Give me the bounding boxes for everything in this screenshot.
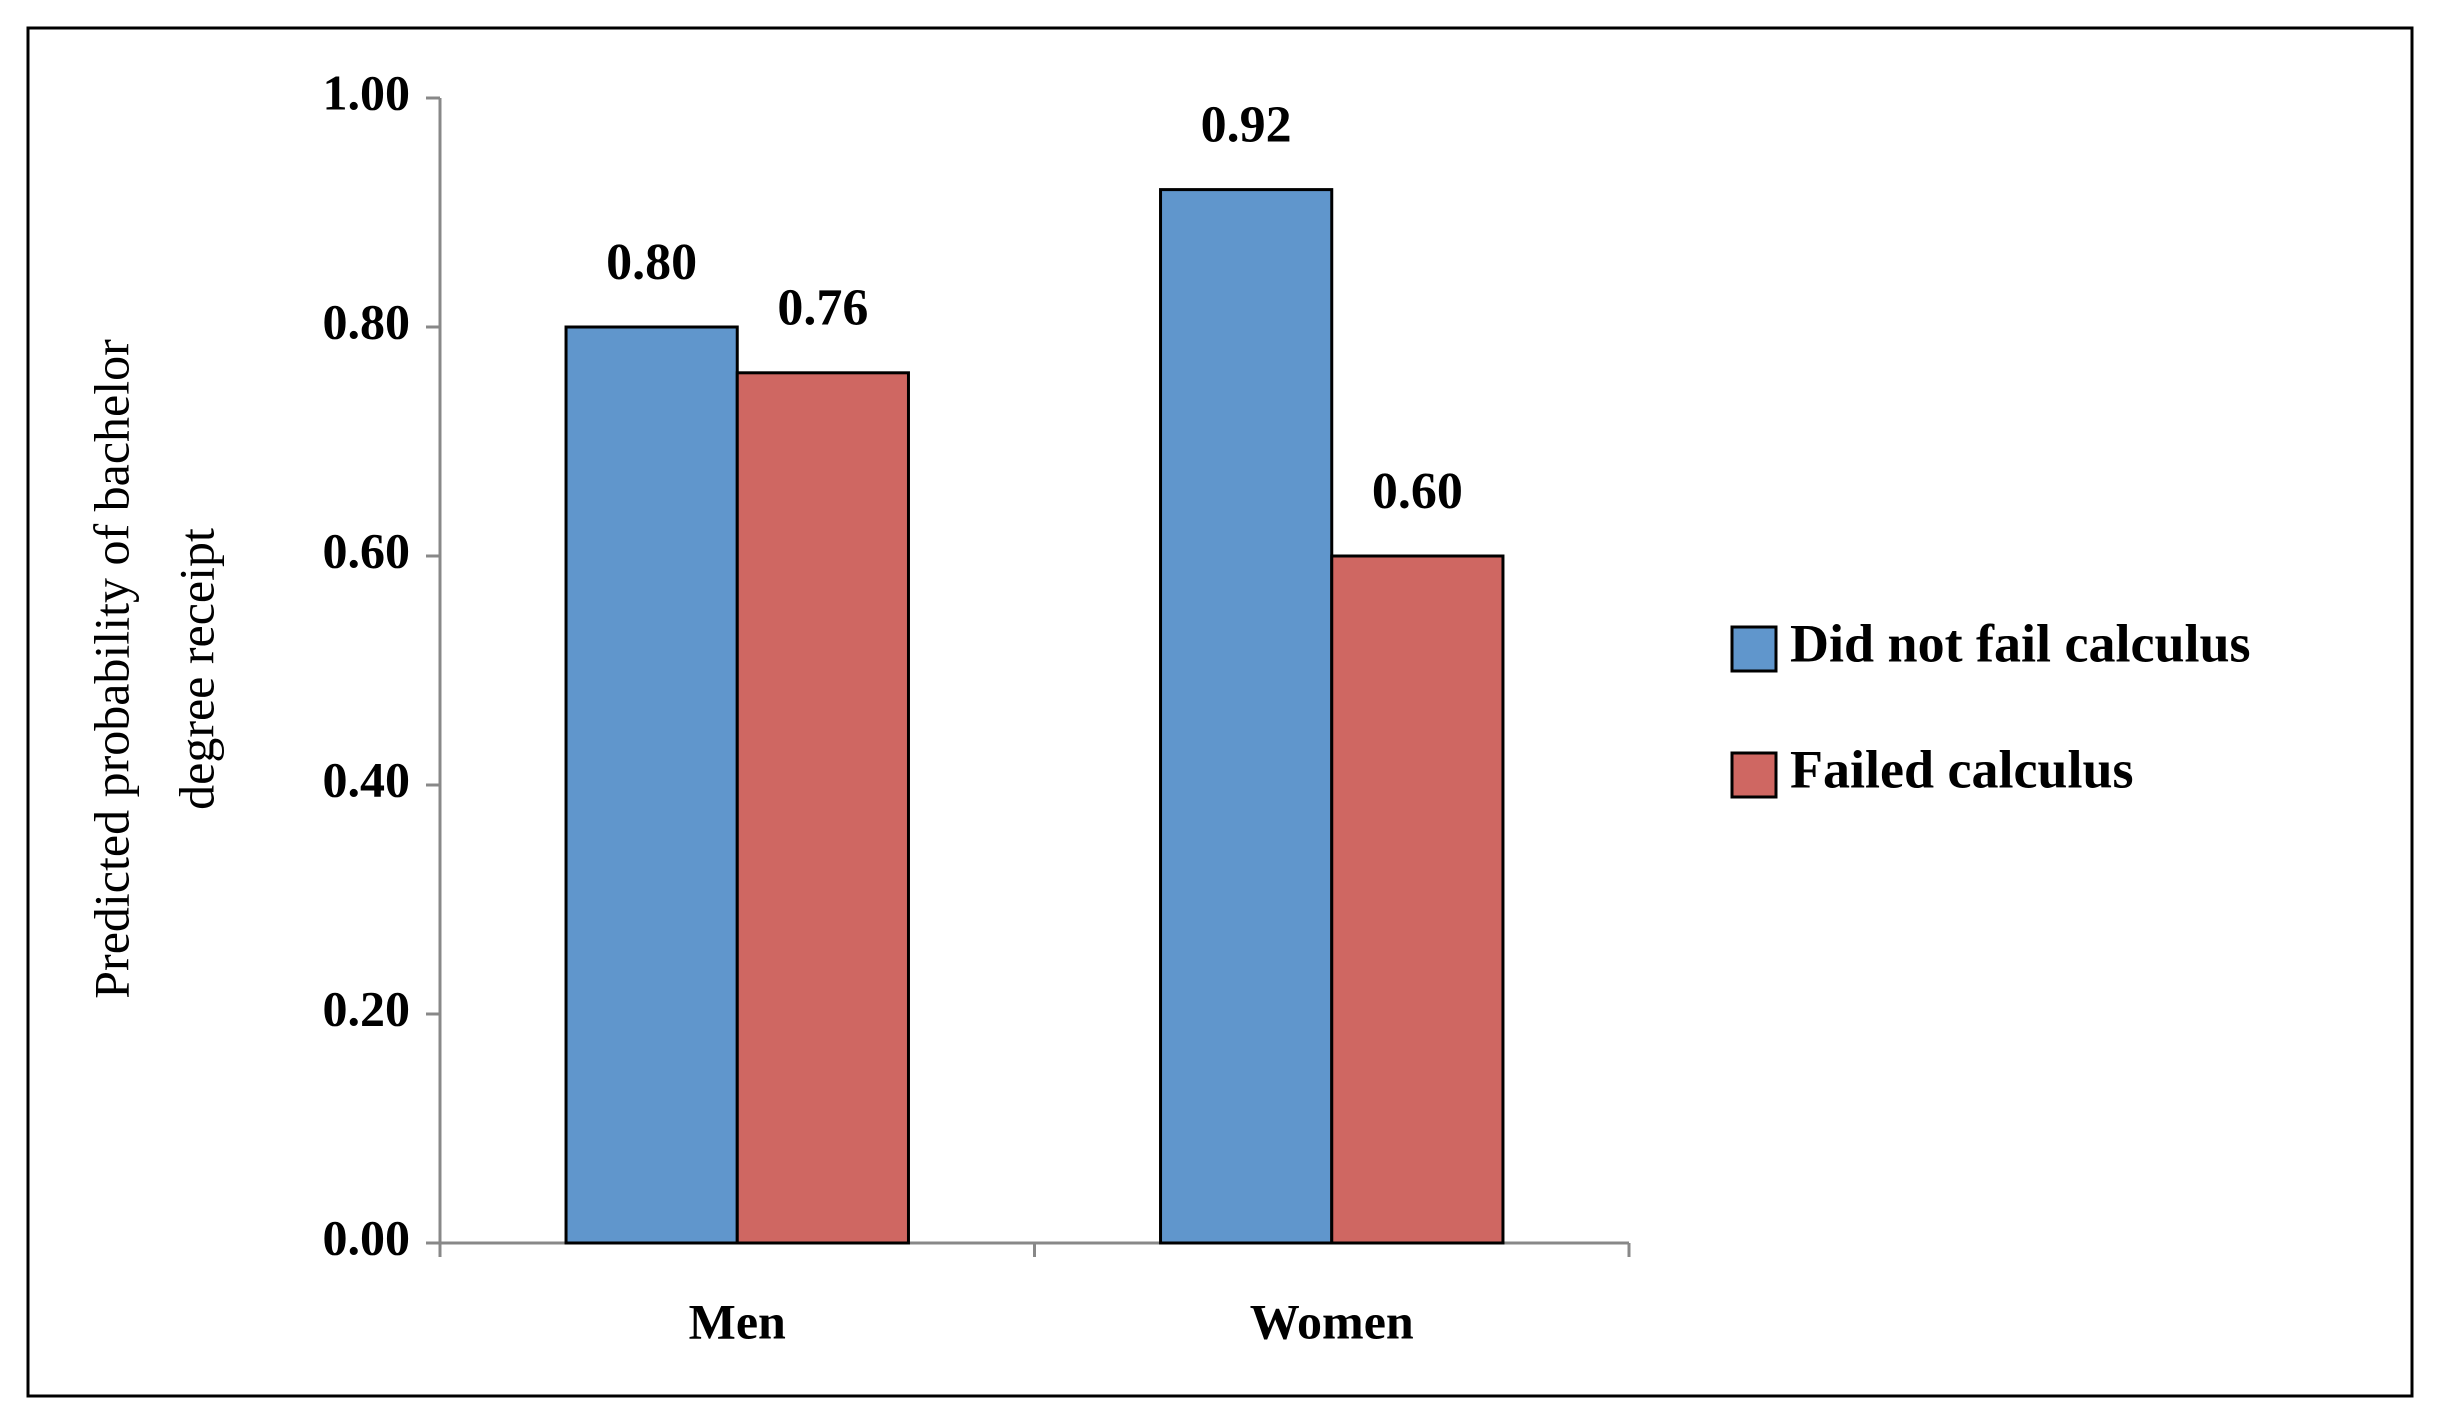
x-tick-label: Men (689, 1293, 786, 1349)
bar (1330, 554, 1505, 1245)
y-tick-label: 0.40 (323, 751, 411, 807)
legend-swatch (1730, 625, 1778, 673)
y-tick-label: 0.60 (323, 522, 411, 578)
legend-swatch (1730, 751, 1778, 799)
bar (564, 325, 739, 1245)
bar (1159, 188, 1334, 1245)
value-label: 0.60 (1372, 463, 1463, 520)
bar (735, 371, 910, 1245)
y-tick-label: 1.00 (323, 64, 411, 120)
y-axis-label: Predicted probability of bachelor (83, 339, 139, 999)
value-label: 0.80 (606, 234, 697, 291)
legend-label: Did not fail calculus (1790, 613, 2251, 673)
y-tick-label: 0.80 (323, 293, 411, 349)
x-tick-label: Women (1250, 1293, 1414, 1349)
y-tick-label: 0.20 (323, 980, 411, 1036)
y-axis-label: degree receipt (168, 528, 224, 810)
value-label: 0.92 (1201, 97, 1292, 154)
legend-label: Failed calculus (1790, 739, 2134, 799)
value-label: 0.76 (777, 280, 868, 337)
y-tick-label: 0.00 (323, 1209, 411, 1265)
